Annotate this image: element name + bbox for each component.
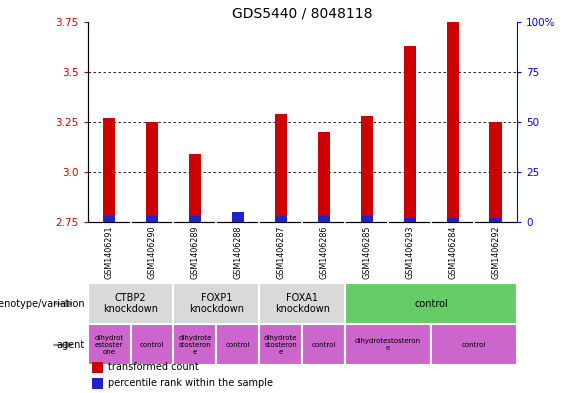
Bar xyxy=(189,217,201,222)
Text: GSM1406286: GSM1406286 xyxy=(319,226,328,279)
Text: control: control xyxy=(414,299,448,309)
Bar xyxy=(146,216,158,222)
Bar xyxy=(275,216,287,222)
Text: GSM1406289: GSM1406289 xyxy=(190,226,199,279)
Text: control: control xyxy=(311,342,336,348)
Bar xyxy=(360,216,373,222)
Bar xyxy=(173,324,216,365)
Text: agent: agent xyxy=(56,340,85,350)
Bar xyxy=(259,283,345,324)
Text: GSM1406288: GSM1406288 xyxy=(233,226,242,279)
Bar xyxy=(103,216,115,222)
Text: control: control xyxy=(462,342,486,348)
Text: genotype/variation: genotype/variation xyxy=(0,299,85,309)
Text: CTBP2
knockdown: CTBP2 knockdown xyxy=(103,293,158,314)
Text: percentile rank within the sample: percentile rank within the sample xyxy=(108,378,273,388)
Bar xyxy=(92,362,103,373)
Text: control: control xyxy=(140,342,164,348)
Bar xyxy=(318,216,330,222)
Bar xyxy=(360,116,373,222)
Bar xyxy=(92,378,103,389)
Bar xyxy=(103,118,115,222)
Bar xyxy=(216,324,259,365)
Bar xyxy=(489,218,502,222)
Bar xyxy=(146,122,158,222)
Text: GSM1406284: GSM1406284 xyxy=(448,226,457,279)
Text: GSM1406285: GSM1406285 xyxy=(362,226,371,279)
Bar xyxy=(275,114,287,222)
Text: dihydrote
stosteron
e: dihydrote stosteron e xyxy=(264,335,298,355)
Text: GSM1406291: GSM1406291 xyxy=(105,226,114,279)
Text: GSM1406292: GSM1406292 xyxy=(491,226,500,279)
Bar xyxy=(446,22,459,222)
Bar xyxy=(403,46,416,222)
Bar xyxy=(403,218,416,222)
Bar xyxy=(345,324,431,365)
Text: transformed count: transformed count xyxy=(108,362,199,373)
Text: dihydrot
estoster
one: dihydrot estoster one xyxy=(94,335,124,355)
Bar xyxy=(345,283,517,324)
Text: dihydrotestosteron
e: dihydrotestosteron e xyxy=(355,338,421,351)
Text: GSM1406287: GSM1406287 xyxy=(276,226,285,279)
Bar xyxy=(88,324,131,365)
Text: dihydrote
stosteron
e: dihydrote stosteron e xyxy=(178,335,212,355)
Title: GDS5440 / 8048118: GDS5440 / 8048118 xyxy=(232,6,372,20)
Text: FOXA1
knockdown: FOXA1 knockdown xyxy=(275,293,330,314)
Bar xyxy=(173,283,259,324)
Bar xyxy=(232,211,244,222)
Text: control: control xyxy=(225,342,250,348)
Bar xyxy=(302,324,345,365)
Text: GSM1406290: GSM1406290 xyxy=(147,226,157,279)
Bar xyxy=(259,324,302,365)
Text: GSM1406293: GSM1406293 xyxy=(405,226,414,279)
Bar xyxy=(489,122,502,222)
Bar xyxy=(318,132,330,222)
Bar xyxy=(88,283,173,324)
Bar xyxy=(446,218,459,222)
Bar xyxy=(431,324,517,365)
Bar xyxy=(131,324,173,365)
Text: FOXP1
knockdown: FOXP1 knockdown xyxy=(189,293,244,314)
Bar xyxy=(189,154,201,222)
